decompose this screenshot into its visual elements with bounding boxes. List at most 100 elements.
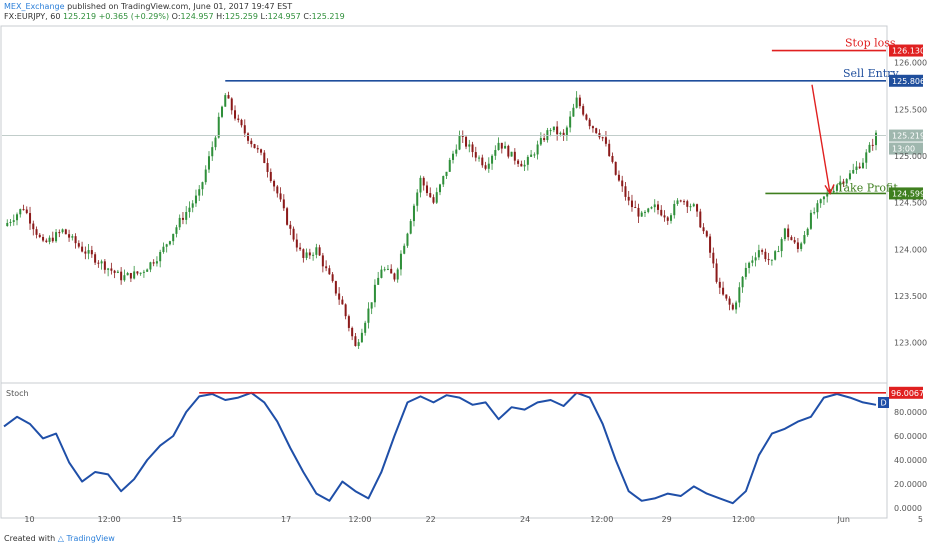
candle: [266, 158, 269, 178]
candle: [751, 255, 754, 267]
candle-body: [188, 207, 191, 213]
candle-body: [68, 234, 71, 238]
candle: [367, 302, 370, 329]
candle: [107, 267, 110, 277]
candle: [292, 226, 295, 242]
candle-body: [738, 287, 741, 303]
candle-body: [601, 137, 604, 139]
stoch-group: Stoch 80.0000 60.0000 40.0000 20.0000 0.0000 9…: [3, 386, 927, 513]
time-tick-label: 12:00: [590, 515, 613, 524]
low-value: 124.957: [267, 12, 301, 21]
candle-body: [858, 166, 861, 169]
candle: [364, 320, 367, 336]
candle-body: [237, 118, 240, 120]
candle-body: [510, 151, 513, 157]
candle: [94, 252, 97, 265]
sell-entry-tag: 125.806: [892, 77, 925, 86]
candle: [178, 214, 181, 231]
candle: [455, 144, 458, 157]
candle-body: [282, 199, 285, 209]
symbol-line: FX:EURJPY, 60: [4, 12, 61, 21]
candle-body: [217, 116, 220, 138]
candle-body: [136, 271, 139, 274]
candle: [634, 200, 637, 209]
candle-body: [757, 250, 760, 258]
price-tick-label: 125.500: [894, 105, 927, 114]
candle-body: [77, 243, 80, 247]
candle-body: [696, 204, 699, 212]
candle: [390, 264, 393, 274]
candle: [809, 209, 812, 230]
candle-body: [712, 252, 715, 264]
candle: [582, 103, 585, 117]
candle-body: [468, 144, 471, 147]
candle-body: [497, 142, 500, 151]
candle-body: [159, 251, 162, 262]
candle: [761, 248, 764, 255]
candle: [471, 141, 474, 158]
candle-body: [722, 287, 725, 295]
candle-body: [90, 250, 93, 255]
candle-body: [494, 150, 497, 156]
time-tick-label: 12:00: [348, 515, 371, 524]
candle-body: [321, 255, 324, 267]
candle: [585, 113, 588, 121]
candle: [442, 175, 445, 188]
candle-body: [110, 268, 113, 271]
candle-body: [181, 217, 184, 220]
candle: [702, 223, 705, 234]
candle-body: [796, 242, 799, 249]
candle: [650, 206, 653, 210]
candle-body: [51, 237, 54, 242]
candle: [61, 228, 64, 234]
candle-body: [861, 162, 864, 169]
candle: [331, 272, 334, 283]
time-tick-label: 24: [520, 515, 530, 524]
candle-body: [839, 181, 842, 186]
candle: [181, 212, 184, 225]
time-tick-label: 22: [426, 515, 436, 524]
candle: [42, 234, 45, 243]
candle: [289, 220, 292, 236]
candle: [227, 91, 230, 99]
candle-body: [852, 169, 855, 174]
candle-body: [624, 186, 627, 197]
candle-body: [526, 156, 529, 165]
candle-body: [172, 233, 175, 242]
candle-body: [806, 228, 809, 236]
candle-body: [634, 207, 637, 209]
candle-body: [393, 273, 396, 280]
candle-body: [803, 235, 806, 244]
stoch-badge-box[interactable]: [878, 397, 889, 408]
tradingview-brand[interactable]: TradingView: [66, 534, 115, 543]
candle: [260, 148, 263, 156]
candle: [718, 277, 721, 295]
candle-body: [386, 268, 389, 270]
candle: [120, 267, 123, 285]
candle: [816, 200, 819, 219]
candle: [796, 238, 799, 253]
candle-body: [84, 251, 87, 254]
candle-body: [419, 177, 422, 193]
candle: [438, 183, 442, 196]
candle-body: [357, 342, 360, 346]
candle: [185, 206, 188, 225]
price-tick-label: 124.500: [894, 199, 927, 208]
candle: [572, 103, 575, 117]
candle: [399, 250, 402, 276]
chart-header: MEX_Exchange published on TradingView.co…: [4, 2, 345, 22]
candle: [81, 241, 84, 253]
candle: [406, 232, 409, 248]
candle-body: [432, 197, 435, 203]
trading-chart[interactable]: Stop loss Sell Entry Take Profit 126.130 125…: [0, 0, 932, 530]
publisher-name[interactable]: MEX_Exchange: [4, 2, 65, 11]
candle-body: [709, 236, 712, 253]
tradingview-logo-icon[interactable]: △: [57, 534, 64, 543]
candle-body: [627, 196, 630, 201]
candle-body: [770, 259, 773, 261]
candle: [123, 269, 126, 282]
candle-body: [643, 211, 646, 213]
candle-body: [683, 201, 686, 203]
candle: [676, 198, 679, 206]
candle: [670, 213, 673, 224]
